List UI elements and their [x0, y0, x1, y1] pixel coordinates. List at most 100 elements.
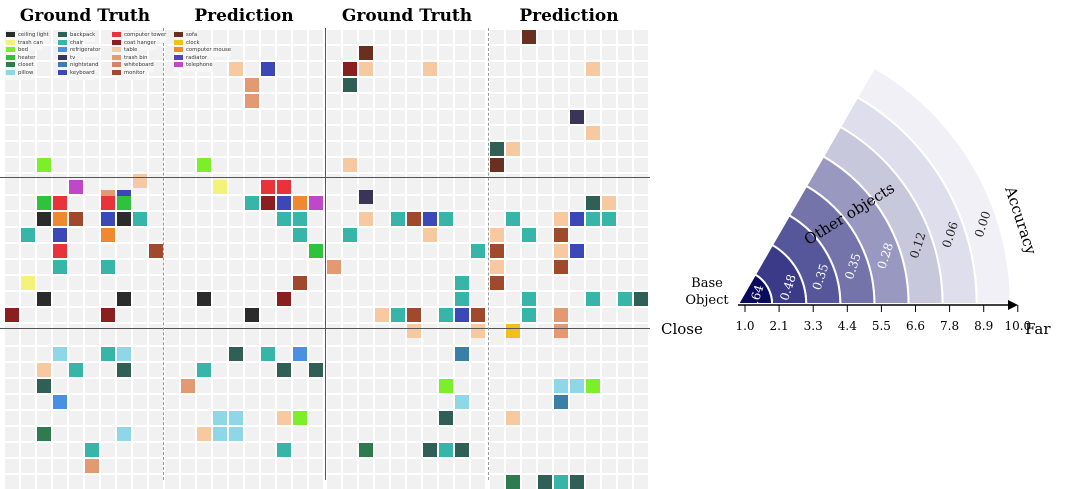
grid-cell — [407, 347, 421, 361]
grid-cell — [522, 276, 536, 290]
grid-cell — [309, 276, 323, 290]
grid-cell — [359, 78, 373, 92]
grid-cell — [471, 142, 485, 156]
grid-cell — [133, 260, 147, 274]
grid-cell — [245, 292, 259, 306]
object-cell — [245, 196, 259, 210]
grid-cell — [407, 126, 421, 140]
grid-cell — [229, 244, 243, 258]
grid-cell — [407, 260, 421, 274]
grid-cell — [618, 276, 632, 290]
grid-cell — [423, 308, 437, 322]
grid-cell — [197, 443, 211, 457]
grid-cell — [570, 260, 584, 274]
object-cell — [101, 196, 115, 210]
grid-cell — [471, 411, 485, 425]
grid-cell — [133, 126, 147, 140]
grid-cell — [471, 62, 485, 76]
object-cell — [618, 292, 632, 306]
grid-cell — [423, 126, 437, 140]
legend-item: closet — [6, 62, 34, 73]
object-cell — [375, 308, 389, 322]
grid-cell — [343, 126, 357, 140]
object-cell — [538, 475, 552, 489]
grid-cell — [586, 110, 600, 124]
grid-cell — [602, 46, 616, 60]
grid-cell — [165, 443, 179, 457]
grid-cell — [165, 260, 179, 274]
grid-cell — [21, 443, 35, 457]
grid-cell — [522, 212, 536, 226]
dashed-separator — [488, 28, 489, 480]
grid-cell — [327, 212, 341, 226]
legend-swatch — [58, 70, 67, 75]
grid-cell — [165, 292, 179, 306]
grid-cell — [570, 395, 584, 409]
legend-label: nightstand — [70, 62, 99, 69]
object-cell — [554, 395, 568, 409]
grid-cell — [455, 331, 469, 345]
grid-cell — [391, 244, 405, 258]
grid-cell — [213, 363, 227, 377]
grid-cell — [37, 411, 51, 425]
object-cell — [586, 196, 600, 210]
grid-cell — [538, 459, 552, 473]
grid-cell — [538, 126, 552, 140]
grid-cell — [133, 459, 147, 473]
object-cell — [570, 110, 584, 124]
grid-cell — [522, 244, 536, 258]
grid-cell — [439, 347, 453, 361]
grid-cell — [309, 459, 323, 473]
grid-cell — [375, 244, 389, 258]
grid-cell — [343, 379, 357, 393]
grid-cell — [213, 212, 227, 226]
grid-cell — [407, 427, 421, 441]
object-cell — [181, 379, 195, 393]
grid-cell — [570, 228, 584, 242]
grid-cell — [197, 180, 211, 194]
axis-tick-label: 3.3 — [804, 319, 823, 333]
legend-swatch — [174, 32, 183, 37]
grid-cell — [423, 276, 437, 290]
grid-cell — [423, 30, 437, 44]
grid-cell — [229, 46, 243, 60]
grid-cell — [213, 459, 227, 473]
grid-cell — [165, 196, 179, 210]
grid-cell — [618, 196, 632, 210]
grid-cell — [506, 30, 520, 44]
grid-cell — [53, 94, 67, 108]
grid-cell — [602, 427, 616, 441]
grid-cell — [407, 228, 421, 242]
grid-cell — [69, 427, 83, 441]
grid-cell — [522, 475, 536, 489]
grid-cell — [506, 276, 520, 290]
grid-cell — [69, 395, 83, 409]
horizontal-separator — [0, 177, 650, 178]
object-cell — [277, 212, 291, 226]
grid-cell — [197, 142, 211, 156]
grid-cell — [37, 110, 51, 124]
grid-cell — [309, 228, 323, 242]
grid-cell — [117, 308, 131, 322]
grid-cell — [439, 180, 453, 194]
grid-cell — [245, 228, 259, 242]
grid-cell — [149, 158, 163, 172]
grid-cell — [197, 30, 211, 44]
grid-cell — [570, 196, 584, 210]
legend-label: table — [124, 47, 138, 54]
grid-cell — [586, 228, 600, 242]
grid-cell — [245, 427, 259, 441]
grid-cell — [471, 46, 485, 60]
grid-cell — [21, 110, 35, 124]
grid-cell — [101, 142, 115, 156]
object-cell — [309, 363, 323, 377]
grid-cell — [506, 126, 520, 140]
grid-cell — [506, 260, 520, 274]
grid-cell — [327, 276, 341, 290]
grid-cell — [570, 62, 584, 76]
grid-cell — [69, 196, 83, 210]
grid-cell — [5, 331, 19, 345]
grid-cell — [471, 292, 485, 306]
legend-item: nightstand — [58, 62, 99, 73]
grid-cell — [197, 308, 211, 322]
